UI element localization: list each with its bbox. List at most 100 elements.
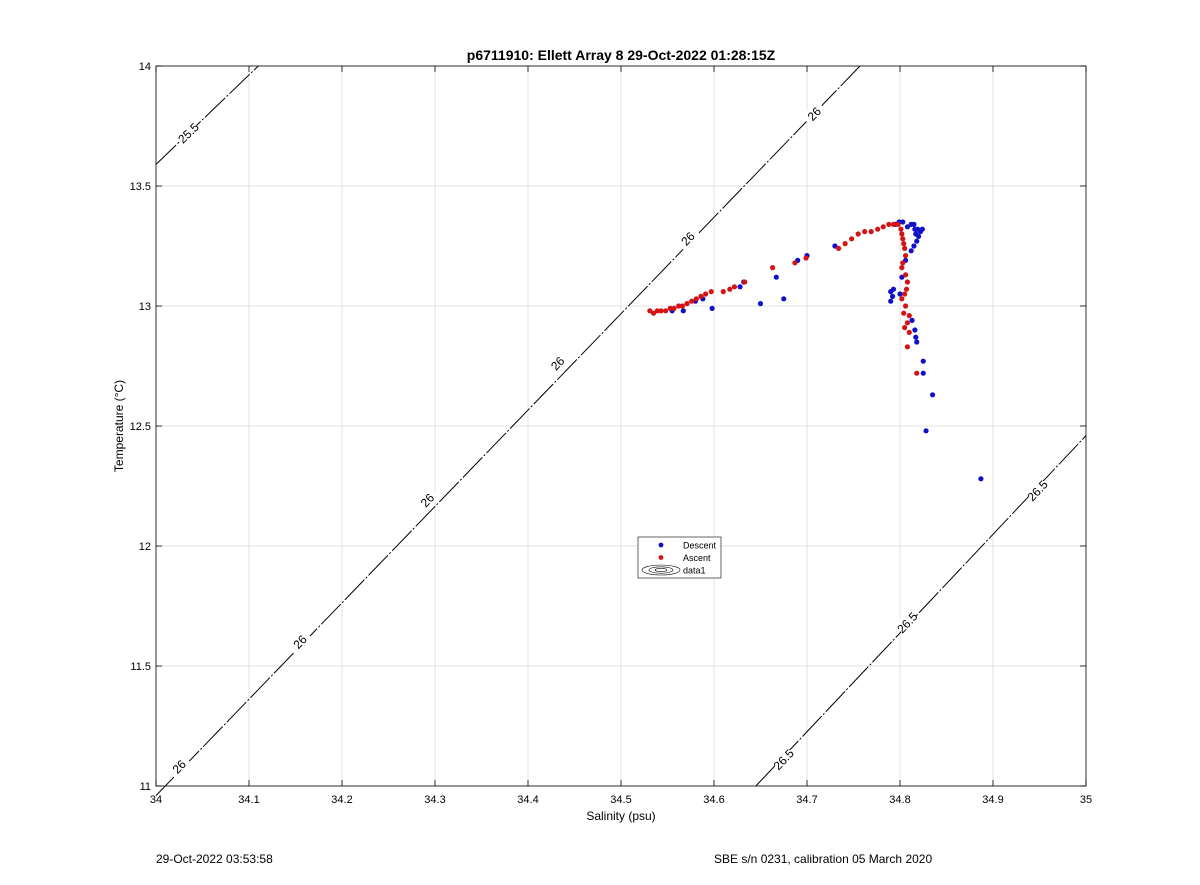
ascent-point-33 bbox=[898, 226, 904, 232]
isopycnal-label-2-2: 26.5 bbox=[1025, 477, 1051, 504]
descent-point-12 bbox=[890, 286, 897, 292]
ascent-point-50 bbox=[902, 325, 908, 331]
isopycnal-label-gap-2-0 bbox=[770, 746, 796, 772]
ascent-point-40 bbox=[899, 265, 905, 271]
descent-point-18 bbox=[914, 238, 920, 244]
descent-point-3 bbox=[920, 370, 926, 376]
x-tick-label-6: 34.6 bbox=[703, 794, 724, 806]
descent-point-6 bbox=[913, 334, 919, 340]
isopycnal-label-gap-1-5 bbox=[801, 100, 827, 127]
isopycnal-label-2-0: 26.5 bbox=[771, 746, 797, 773]
legend-descent-marker bbox=[658, 542, 664, 548]
ascent-point-13 bbox=[703, 291, 709, 297]
descent-point-4 bbox=[920, 358, 926, 364]
ascent-point-49 bbox=[904, 320, 911, 326]
ascent-point-39 bbox=[900, 260, 906, 266]
ascent-point-34 bbox=[899, 231, 905, 237]
descent-point-1 bbox=[923, 428, 929, 434]
descent-point-39 bbox=[680, 308, 686, 314]
descent-point-16 bbox=[908, 248, 914, 254]
ascent-point-6 bbox=[671, 305, 677, 311]
ascent-point-41 bbox=[902, 272, 909, 278]
ascent-point-19 bbox=[769, 265, 776, 271]
x-tick-label-7: 34.7 bbox=[796, 794, 817, 806]
footer-timestamp: 29-Oct-2022 03:53:58 bbox=[156, 852, 273, 866]
ascent-point-10 bbox=[689, 298, 695, 304]
descent-point-27 bbox=[904, 224, 911, 230]
isopycnal-label-2-1: 26.5 bbox=[894, 609, 920, 636]
descent-point-5 bbox=[914, 339, 920, 345]
legend-descent-label: Descent bbox=[683, 541, 717, 551]
descent-point-35 bbox=[737, 284, 743, 290]
y-tick-label-5: 13.5 bbox=[130, 181, 151, 193]
ascent-point-24 bbox=[849, 236, 855, 242]
descent-point-22 bbox=[919, 226, 925, 232]
ascent-point-21 bbox=[803, 255, 809, 261]
isopycnal-label-gap-0-0 bbox=[175, 119, 201, 146]
ascent-point-42 bbox=[904, 279, 911, 285]
descent-point-26 bbox=[908, 221, 914, 227]
ascent-point-37 bbox=[902, 245, 908, 251]
descent-point-9 bbox=[888, 298, 894, 304]
x-tick-label-0: 34 bbox=[150, 794, 162, 806]
y-tick-label-4: 13 bbox=[139, 301, 151, 313]
ascent-point-36 bbox=[901, 241, 907, 247]
ascent-point-46 bbox=[902, 303, 909, 309]
descent-point-14 bbox=[899, 274, 905, 280]
descent-point-10 bbox=[889, 293, 896, 299]
legend-data1-label: data1 bbox=[683, 566, 706, 576]
isopycnal-line-1 bbox=[155, 65, 861, 796]
ascent-point-35 bbox=[900, 236, 906, 242]
ascent-point-14 bbox=[708, 289, 714, 295]
descent-point-28 bbox=[900, 219, 906, 225]
descent-point-31 bbox=[781, 296, 787, 302]
descent-point-2 bbox=[929, 392, 936, 398]
data-points bbox=[647, 219, 984, 482]
isopycnal-label-gap-1-3 bbox=[544, 350, 570, 376]
isopycnal-label-gap-2-2 bbox=[1024, 477, 1050, 503]
descent-point-41 bbox=[832, 243, 838, 249]
isopycnal-label-gap-1-0 bbox=[165, 753, 192, 779]
ascent-point-30 bbox=[886, 221, 892, 227]
isopycnal-label-gap-1-1 bbox=[286, 628, 313, 655]
descent-point-36 bbox=[709, 305, 715, 311]
ascent-point-47 bbox=[901, 310, 907, 316]
axis-ticks: 34 34.1 34.2 34.3 34.4 34.5 34.6 34.7 34.8 34.9 35… bbox=[130, 61, 1093, 806]
legend: Descent Ascent data1 bbox=[637, 536, 722, 579]
ascent-point-2 bbox=[654, 308, 660, 314]
ascent-point-29 bbox=[880, 224, 886, 230]
x-tick-label-10: 35 bbox=[1080, 794, 1092, 806]
ascent-point-4 bbox=[663, 308, 669, 314]
y-tick-label-0: 11 bbox=[140, 781, 151, 793]
legend-ascent-label: Ascent bbox=[683, 553, 711, 563]
ascent-point-11 bbox=[693, 296, 699, 302]
y-tick-label-3: 12.5 bbox=[130, 421, 151, 433]
y-tick-label-1: 11.5 bbox=[130, 661, 151, 673]
x-tick-label-2: 34.2 bbox=[331, 794, 352, 806]
x-tick-label-8: 34.8 bbox=[889, 794, 910, 806]
ascent-point-25 bbox=[855, 231, 861, 237]
descent-point-24 bbox=[912, 226, 918, 232]
ascent-point-31 bbox=[890, 221, 897, 227]
ascent-point-45 bbox=[899, 296, 905, 302]
ascent-point-38 bbox=[902, 253, 909, 259]
ascent-point-22 bbox=[836, 245, 842, 251]
ascent-point-7 bbox=[676, 303, 682, 309]
ascent-point-20 bbox=[792, 260, 798, 266]
x-tick-label-4: 34.4 bbox=[517, 794, 538, 806]
descent-point-17 bbox=[911, 243, 917, 249]
ascent-point-17 bbox=[731, 284, 738, 290]
grid-lines bbox=[155, 65, 1087, 787]
ascent-point-12 bbox=[698, 293, 704, 299]
x-tick-label-5: 34.5 bbox=[610, 794, 631, 806]
y-axis-label: Temperature (°C) bbox=[112, 380, 126, 472]
x-tick-label-9: 34.9 bbox=[982, 794, 1003, 806]
y-tick-label-6: 14 bbox=[139, 61, 151, 73]
ascent-point-23 bbox=[842, 241, 848, 247]
x-tick-label-1: 34.1 bbox=[238, 794, 259, 806]
ascent-point-5 bbox=[667, 305, 673, 311]
ascent-point-0 bbox=[647, 308, 653, 314]
descent-point-7 bbox=[912, 327, 918, 333]
ascent-point-1 bbox=[650, 310, 657, 316]
